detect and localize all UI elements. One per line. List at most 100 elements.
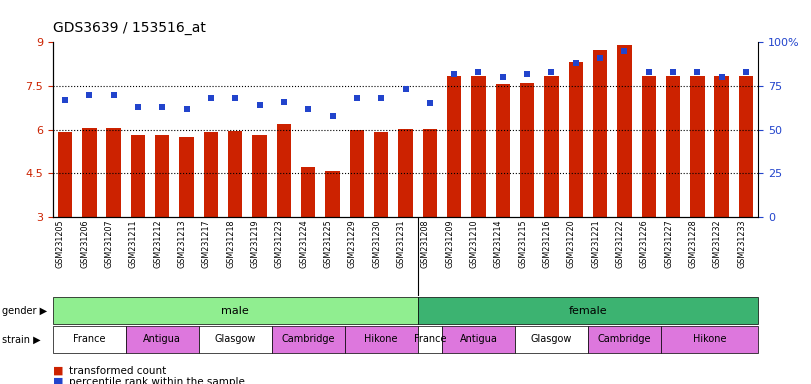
- Bar: [53, 326, 126, 353]
- Bar: [126, 326, 199, 353]
- Text: France: France: [73, 334, 105, 344]
- Text: France: France: [414, 334, 446, 344]
- Bar: [690, 76, 705, 217]
- Bar: [642, 76, 656, 217]
- Text: GSM231216: GSM231216: [543, 219, 551, 268]
- Point: [156, 104, 169, 110]
- Point: [423, 100, 436, 106]
- Text: GSM231217: GSM231217: [202, 219, 211, 268]
- Text: Glasgow: Glasgow: [530, 334, 573, 344]
- Text: Glasgow: Glasgow: [214, 334, 256, 344]
- Bar: [423, 129, 437, 217]
- Bar: [301, 167, 315, 217]
- Bar: [131, 135, 145, 217]
- Bar: [398, 129, 413, 217]
- Text: GSM231231: GSM231231: [397, 219, 406, 268]
- Text: GSM231205: GSM231205: [56, 219, 65, 268]
- Text: GSM231206: GSM231206: [80, 219, 89, 268]
- Text: GSM231225: GSM231225: [324, 219, 333, 268]
- Bar: [442, 326, 515, 353]
- Point: [229, 95, 242, 101]
- Text: strain ▶: strain ▶: [2, 334, 41, 344]
- Text: GSM231218: GSM231218: [226, 219, 235, 268]
- Bar: [569, 62, 583, 217]
- Bar: [588, 326, 661, 353]
- Bar: [199, 326, 272, 353]
- Bar: [277, 124, 291, 217]
- Point: [131, 104, 144, 110]
- Text: GSM231213: GSM231213: [178, 219, 187, 268]
- Point: [204, 95, 217, 101]
- Text: GSM231229: GSM231229: [348, 219, 357, 268]
- Point: [691, 69, 704, 75]
- Bar: [447, 76, 461, 217]
- Point: [83, 92, 96, 98]
- Bar: [272, 326, 345, 353]
- Text: GSM231207: GSM231207: [105, 219, 114, 268]
- Bar: [593, 50, 607, 217]
- Bar: [418, 326, 442, 353]
- Bar: [204, 132, 218, 217]
- Text: GSM231227: GSM231227: [664, 219, 673, 268]
- Text: GSM231226: GSM231226: [640, 219, 649, 268]
- Bar: [106, 128, 121, 217]
- Text: percentile rank within the sample: percentile rank within the sample: [69, 377, 245, 384]
- Point: [667, 69, 680, 75]
- Text: GSM231221: GSM231221: [591, 219, 600, 268]
- Point: [472, 69, 485, 75]
- Text: GSM231209: GSM231209: [445, 219, 454, 268]
- Point: [521, 71, 534, 77]
- Text: GSM231208: GSM231208: [421, 219, 430, 268]
- Text: male: male: [221, 306, 249, 316]
- Point: [740, 69, 753, 75]
- Bar: [325, 171, 340, 217]
- Point: [277, 99, 290, 105]
- Text: Cambridge: Cambridge: [281, 334, 335, 344]
- Point: [302, 106, 315, 112]
- Text: Antigua: Antigua: [460, 334, 497, 344]
- Point: [545, 69, 558, 75]
- Text: transformed count: transformed count: [69, 366, 166, 376]
- Text: GSM231220: GSM231220: [567, 219, 576, 268]
- Text: GSM231211: GSM231211: [129, 219, 138, 268]
- Bar: [82, 128, 97, 217]
- Text: gender ▶: gender ▶: [2, 306, 47, 316]
- Text: ■: ■: [53, 377, 63, 384]
- Bar: [155, 136, 169, 217]
- Bar: [666, 76, 680, 217]
- Text: GSM231222: GSM231222: [616, 219, 624, 268]
- Bar: [53, 297, 418, 324]
- Point: [594, 55, 607, 61]
- Point: [180, 106, 193, 112]
- Bar: [345, 326, 418, 353]
- Text: female: female: [569, 306, 607, 316]
- Bar: [714, 76, 729, 217]
- Bar: [350, 131, 364, 217]
- Point: [326, 113, 339, 119]
- Text: Hikone: Hikone: [693, 334, 727, 344]
- Bar: [661, 326, 758, 353]
- Point: [58, 97, 71, 103]
- Point: [715, 74, 728, 80]
- Bar: [739, 76, 753, 217]
- Bar: [617, 45, 632, 217]
- Bar: [544, 76, 559, 217]
- Point: [642, 69, 655, 75]
- Bar: [496, 84, 510, 217]
- Text: GSM231230: GSM231230: [372, 219, 381, 268]
- Text: GSM231228: GSM231228: [689, 219, 697, 268]
- Bar: [252, 135, 267, 217]
- Text: Antigua: Antigua: [144, 334, 181, 344]
- Point: [107, 92, 120, 98]
- Text: GSM231215: GSM231215: [518, 219, 527, 268]
- Bar: [179, 137, 194, 217]
- Point: [618, 48, 631, 54]
- Point: [496, 74, 509, 80]
- Point: [569, 60, 582, 66]
- Point: [253, 102, 266, 108]
- Text: GSM231210: GSM231210: [470, 219, 478, 268]
- Point: [375, 95, 388, 101]
- Point: [350, 95, 363, 101]
- Text: GSM231214: GSM231214: [494, 219, 503, 268]
- Bar: [374, 132, 388, 217]
